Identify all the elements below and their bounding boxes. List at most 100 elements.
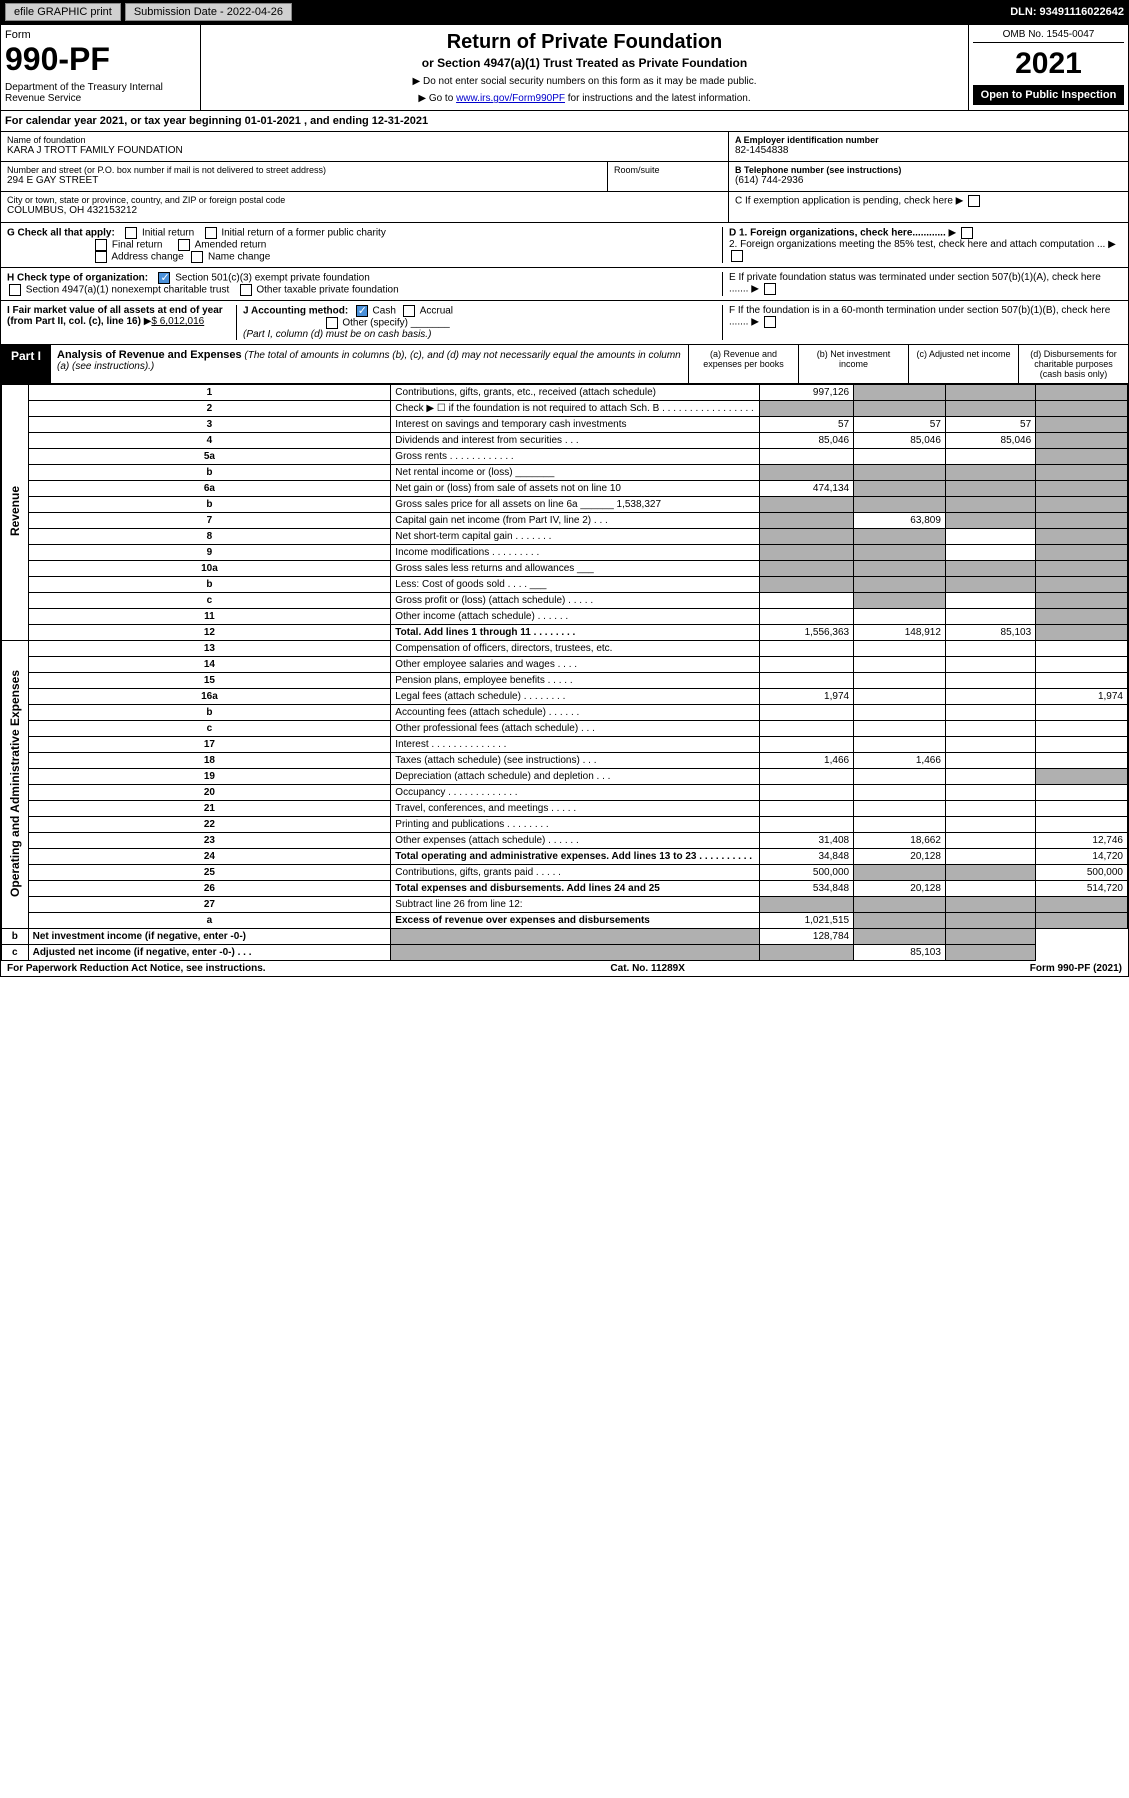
row-desc: Interest . . . . . . . . . . . . . .	[391, 737, 760, 753]
checkbox-name-change[interactable]	[191, 251, 203, 263]
section-i: I Fair market value of all assets at end…	[7, 305, 237, 340]
amt-b	[854, 689, 946, 705]
form-subtitle: or Section 4947(a)(1) Trust Treated as P…	[207, 56, 962, 70]
checkbox-c[interactable]	[968, 195, 980, 207]
table-row: 21Travel, conferences, and meetings . . …	[2, 801, 1128, 817]
table-row: 10aGross sales less returns and allowanc…	[2, 561, 1128, 577]
section-j: J Accounting method: Cash Accrual Other …	[237, 305, 716, 340]
table-row: bLess: Cost of goods sold . . . . ___	[2, 577, 1128, 593]
row-num: 19	[28, 769, 391, 785]
info-grid: Name of foundation KARA J TROTT FAMILY F…	[1, 132, 1128, 223]
amt-b: 1,466	[854, 753, 946, 769]
amt-a	[391, 929, 760, 945]
amt-d	[1036, 561, 1128, 577]
amt-c	[945, 481, 1035, 497]
amt-b	[854, 529, 946, 545]
amt-c	[945, 561, 1035, 577]
amt-b	[854, 785, 946, 801]
row-desc: Subtract line 26 from line 12:	[391, 897, 760, 913]
foundation-name: KARA J TROTT FAMILY FOUNDATION	[7, 145, 722, 156]
amt-b: 63,809	[854, 513, 946, 529]
amt-d	[1036, 737, 1128, 753]
checkbox-501c3[interactable]	[158, 272, 170, 284]
amt-c	[945, 529, 1035, 545]
efile-print-btn[interactable]: efile GRAPHIC print	[5, 3, 121, 21]
row-desc: Total operating and administrative expen…	[391, 849, 760, 865]
row-num: c	[2, 945, 29, 961]
amt-a	[759, 785, 853, 801]
checkbox-4947[interactable]	[9, 284, 21, 296]
amt-d: 14,720	[1036, 849, 1128, 865]
amt-b	[854, 673, 946, 689]
amt-d	[1036, 577, 1128, 593]
amt-d	[1036, 593, 1128, 609]
row-num: 20	[28, 785, 391, 801]
amt-b: 128,784	[759, 929, 853, 945]
amt-c	[945, 705, 1035, 721]
section-h: H Check type of organization: Section 50…	[1, 268, 1128, 301]
form-footer: For Paperwork Reduction Act Notice, see …	[1, 961, 1128, 976]
row-desc: Excess of revenue over expenses and disb…	[391, 913, 760, 929]
instructions-link[interactable]: www.irs.gov/Form990PF	[456, 93, 565, 104]
amt-d	[1036, 913, 1128, 929]
amt-a	[759, 545, 853, 561]
row-num: 2	[28, 401, 391, 417]
amt-b: 18,662	[854, 833, 946, 849]
amt-c	[945, 849, 1035, 865]
row-desc: Depreciation (attach schedule) and deple…	[391, 769, 760, 785]
row-desc: Travel, conferences, and meetings . . . …	[391, 801, 760, 817]
checkbox-cash[interactable]	[356, 305, 368, 317]
footer-left: For Paperwork Reduction Act Notice, see …	[7, 963, 266, 974]
checkbox-initial[interactable]	[125, 227, 137, 239]
row-desc: Other employee salaries and wages . . . …	[391, 657, 760, 673]
checkbox-accrual[interactable]	[403, 305, 415, 317]
table-row: 3Interest on savings and temporary cash …	[2, 417, 1128, 433]
amt-d	[1036, 801, 1128, 817]
table-row: 24Total operating and administrative exp…	[2, 849, 1128, 865]
checkbox-final[interactable]	[95, 239, 107, 251]
checkbox-initial-former[interactable]	[205, 227, 217, 239]
amt-b	[854, 609, 946, 625]
row-num: 22	[28, 817, 391, 833]
checkbox-e[interactable]	[764, 283, 776, 295]
amt-d	[1036, 497, 1128, 513]
checkbox-d2[interactable]	[731, 250, 743, 262]
amt-c	[945, 385, 1035, 401]
street-address: Number and street (or P.O. box number if…	[1, 162, 608, 191]
checkbox-addr-change[interactable]	[95, 251, 107, 263]
row-num: 5a	[28, 449, 391, 465]
part1-header: Part I Analysis of Revenue and Expenses …	[1, 345, 1128, 384]
amt-d	[1036, 657, 1128, 673]
row-desc: Accounting fees (attach schedule) . . . …	[391, 705, 760, 721]
amt-c	[945, 769, 1035, 785]
table-row: cAdjusted net income (if negative, enter…	[2, 945, 1128, 961]
table-row: 18Taxes (attach schedule) (see instructi…	[2, 753, 1128, 769]
row-desc: Net rental income or (loss) _______	[391, 465, 760, 481]
row-desc: Pension plans, employee benefits . . . .…	[391, 673, 760, 689]
checkbox-other-taxable[interactable]	[240, 284, 252, 296]
table-row: 26Total expenses and disbursements. Add …	[2, 881, 1128, 897]
row-num: 18	[28, 753, 391, 769]
footer-mid: Cat. No. 11289X	[266, 963, 1030, 974]
amt-b	[854, 641, 946, 657]
submission-date-btn[interactable]: Submission Date - 2022-04-26	[125, 3, 292, 21]
amt-d	[1036, 785, 1128, 801]
amt-a: 1,556,363	[759, 625, 853, 641]
amt-b	[854, 897, 946, 913]
table-row: 27Subtract line 26 from line 12:	[2, 897, 1128, 913]
amt-c	[945, 401, 1035, 417]
table-row: 8Net short-term capital gain . . . . . .…	[2, 529, 1128, 545]
amt-c	[945, 881, 1035, 897]
checkbox-f[interactable]	[764, 316, 776, 328]
checkbox-d1[interactable]	[961, 227, 973, 239]
amt-a	[759, 577, 853, 593]
table-row: Operating and Administrative Expenses13C…	[2, 641, 1128, 657]
row-desc: Net short-term capital gain . . . . . . …	[391, 529, 760, 545]
amt-b	[854, 705, 946, 721]
amt-c	[945, 577, 1035, 593]
checkbox-other-method[interactable]	[326, 317, 338, 329]
note-2: ▶ Go to www.irs.gov/Form990PF for instru…	[207, 93, 962, 104]
row-desc: Gross rents . . . . . . . . . . . .	[391, 449, 760, 465]
checkbox-amended[interactable]	[178, 239, 190, 251]
amt-d	[1036, 897, 1128, 913]
